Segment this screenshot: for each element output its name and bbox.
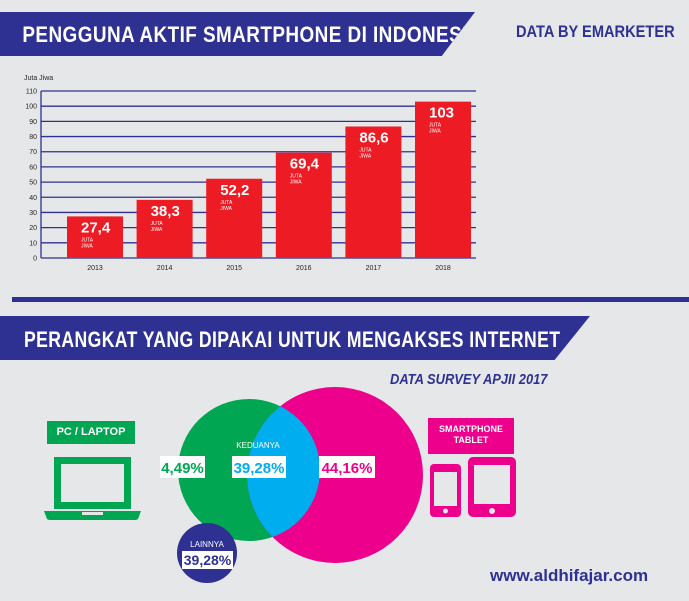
other-circle: [177, 523, 237, 583]
y-tick-label: 40: [29, 195, 37, 202]
pc-only-box: [160, 456, 205, 478]
bar: [206, 178, 263, 258]
pc-laptop-label: PC / LAPTOP: [47, 421, 135, 444]
bar-chart: Juta Jiwa010203040506070809010011027,4JU…: [24, 75, 476, 272]
y-tick-label: 80: [29, 134, 37, 141]
smartphone-tablet-label: SMARTPHONE TABLET: [428, 418, 514, 454]
y-tick-label: 30: [29, 210, 37, 217]
bar-value-label: 27,4: [81, 219, 111, 236]
section-title: PERANGKAT YANG DIPAKAI UNTUK MENGAKSES I…: [24, 327, 561, 352]
x-tick-label: 2017: [366, 265, 382, 272]
section-divider: [12, 297, 689, 302]
bar-unit-label: JIWA: [220, 206, 232, 212]
bar-value-label: 86,6: [359, 130, 388, 147]
both-box: [232, 456, 286, 478]
bar-unit-label: JUTA: [429, 123, 442, 129]
pc-only-value: 4,49%: [161, 460, 204, 477]
bar-unit-label: JUTA: [290, 174, 303, 180]
bar-unit-label: JUTA: [151, 221, 164, 227]
y-tick-label: 110: [26, 89, 37, 96]
bar: [345, 126, 402, 258]
y-tick-label: 90: [29, 119, 37, 126]
bar-value-label: 52,2: [220, 182, 249, 199]
smartphone-circle: [247, 387, 423, 563]
phone-only-box: [319, 456, 375, 478]
y-tick-label: 20: [29, 225, 37, 232]
y-tick-label: 0: [33, 256, 37, 263]
bar-unit-label: JUTA: [220, 200, 233, 206]
pc-circle: [178, 399, 320, 541]
smartphone-label-line1: SMARTPHONE: [438, 424, 503, 434]
bar: [275, 152, 332, 258]
tablet-icon: [468, 457, 516, 517]
x-tick-label: 2013: [87, 265, 103, 272]
overlap-region: [247, 399, 320, 541]
both-label: KEDUANYA: [236, 441, 280, 450]
y-tick-label: 10: [29, 240, 37, 247]
bar-unit-label: JUTA: [81, 237, 94, 243]
both-value: 39,28%: [234, 460, 285, 477]
section-title-banner: PERANGKAT YANG DIPAKAI UNTUK MENGAKSES I…: [0, 316, 590, 360]
bar: [67, 216, 123, 258]
bar-unit-label: JIWA: [81, 243, 93, 249]
other-label: LAINNYA: [190, 540, 224, 549]
y-axis-label: Juta Jiwa: [24, 75, 53, 82]
smartphone-label-line2: TABLET: [453, 435, 489, 445]
y-tick-label: 50: [29, 180, 37, 187]
x-tick-label: 2018: [435, 265, 451, 272]
smartphone-icon: [430, 464, 461, 517]
bar-unit-label: JIWA: [290, 180, 302, 186]
phone-only-value: 44,16%: [322, 460, 373, 477]
chart-title: PENGGUNA AKTIF SMARTPHONE DI INDONESIA: [22, 22, 482, 47]
bar-unit-label: JIWA: [359, 154, 371, 160]
x-tick-label: 2014: [157, 265, 173, 272]
bar-value-label: 103: [429, 105, 454, 122]
bar-unit-label: JIWA: [151, 227, 163, 233]
y-tick-label: 100: [25, 104, 37, 111]
bar-unit-label: JUTA: [359, 148, 372, 154]
laptop-icon: [44, 457, 141, 520]
survey-source: DATA SURVEY APJII 2017: [390, 371, 548, 388]
bar-value-label: 69,4: [290, 156, 320, 173]
other-value: 39,28%: [184, 552, 232, 568]
website-link[interactable]: www.aldhifajar.com: [490, 566, 649, 585]
other-box: [182, 551, 233, 569]
y-tick-label: 60: [29, 164, 37, 171]
x-tick-label: 2016: [296, 265, 312, 272]
bar-unit-label: JIWA: [429, 129, 441, 135]
chart-source: DATA BY EMARKETER: [516, 22, 675, 41]
x-tick-label: 2015: [226, 265, 242, 272]
bar: [415, 101, 471, 258]
y-tick-label: 70: [29, 149, 37, 156]
bar: [136, 199, 193, 258]
chart-title-banner: PENGGUNA AKTIF SMARTPHONE DI INDONESIA: [0, 12, 475, 56]
bar-value-label: 38,3: [151, 203, 180, 220]
